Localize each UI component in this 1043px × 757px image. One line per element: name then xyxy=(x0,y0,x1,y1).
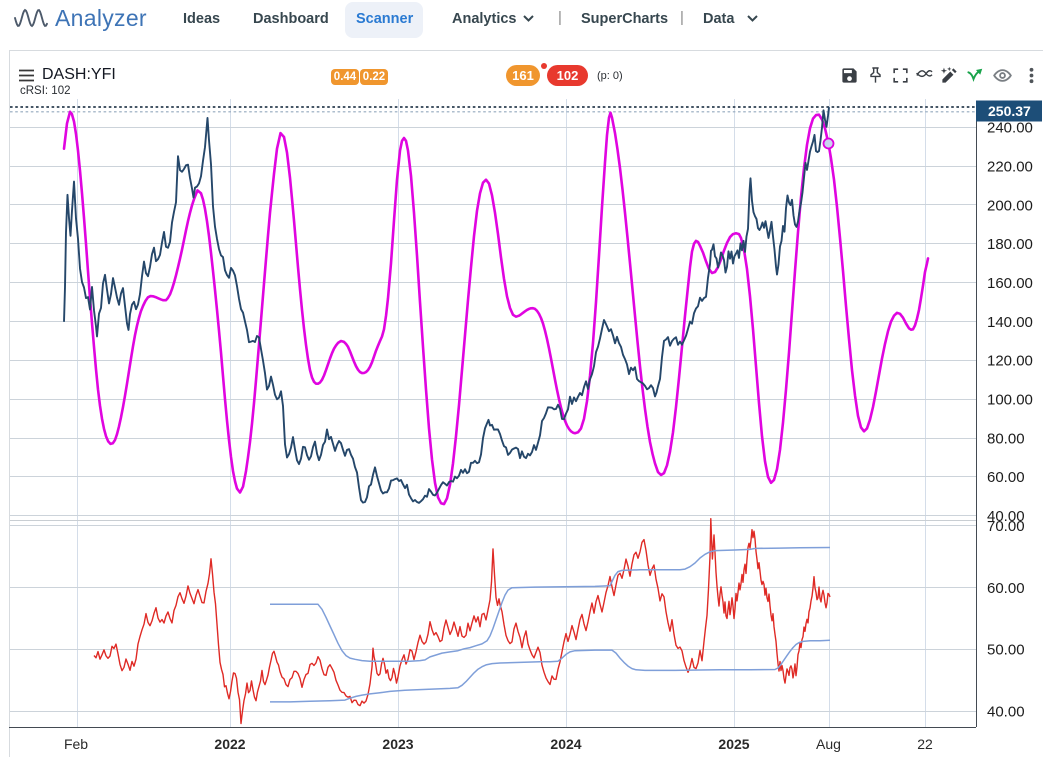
svg-text:2025: 2025 xyxy=(718,736,749,752)
svg-text:160.00: 160.00 xyxy=(987,275,1033,292)
svg-text:2023: 2023 xyxy=(382,736,413,752)
svg-text:200.00: 200.00 xyxy=(987,197,1033,214)
svg-text:220.00: 220.00 xyxy=(987,158,1033,175)
svg-text:80.00: 80.00 xyxy=(987,430,1025,447)
svg-text:40.00: 40.00 xyxy=(987,704,1025,721)
svg-text:50.00: 50.00 xyxy=(987,642,1025,659)
svg-text:100.00: 100.00 xyxy=(987,392,1033,409)
svg-text:Aug: Aug xyxy=(816,736,841,752)
svg-text:22: 22 xyxy=(917,736,933,752)
svg-text:Feb: Feb xyxy=(64,736,88,752)
svg-text:2022: 2022 xyxy=(214,736,245,752)
svg-text:140.00: 140.00 xyxy=(987,314,1033,331)
svg-text:120.00: 120.00 xyxy=(987,353,1033,370)
svg-text:240.00: 240.00 xyxy=(987,120,1033,137)
svg-text:250.37: 250.37 xyxy=(988,103,1031,119)
svg-text:2024: 2024 xyxy=(550,736,581,752)
svg-text:40.00: 40.00 xyxy=(987,508,1025,525)
svg-text:60.00: 60.00 xyxy=(987,469,1025,486)
svg-text:70.00: 70.00 xyxy=(987,518,1025,535)
svg-text:180.00: 180.00 xyxy=(987,236,1033,253)
svg-text:60.00: 60.00 xyxy=(987,580,1025,597)
